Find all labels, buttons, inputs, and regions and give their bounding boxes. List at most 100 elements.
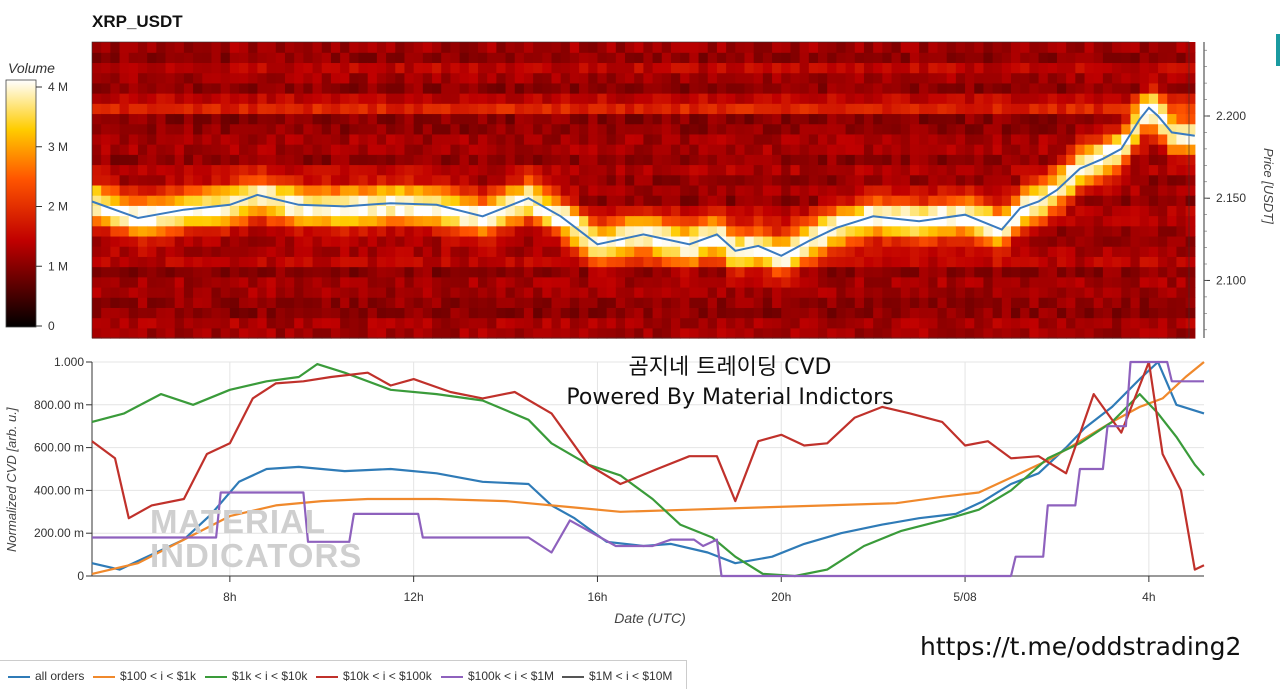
heatmap-cell bbox=[818, 235, 828, 247]
heatmap-cell bbox=[432, 154, 442, 166]
heatmap-cell bbox=[1020, 42, 1030, 53]
heatmap-cell bbox=[863, 317, 874, 329]
heatmap-cell bbox=[1167, 164, 1178, 176]
heatmap-cell bbox=[358, 286, 369, 298]
heatmap-cell bbox=[1176, 113, 1187, 125]
heatmap-cell bbox=[312, 286, 323, 298]
heatmap-cell bbox=[450, 62, 461, 74]
heatmap-cell bbox=[1185, 205, 1196, 217]
heatmap-cell bbox=[542, 103, 553, 115]
heatmap-cell bbox=[790, 154, 801, 166]
heatmap-cell bbox=[101, 72, 111, 84]
heatmap-cell bbox=[119, 52, 130, 64]
heatmap-cell bbox=[716, 266, 727, 278]
legend-item[interactable]: $1k < i < $10k bbox=[205, 669, 307, 683]
heatmap-cell bbox=[689, 42, 700, 53]
heatmap-cell bbox=[974, 42, 985, 53]
heatmap-cell bbox=[670, 103, 681, 115]
heatmap-cell bbox=[496, 195, 507, 206]
heatmap-cell bbox=[1029, 154, 1040, 166]
heatmap-cell bbox=[1148, 93, 1159, 104]
heatmap-cell bbox=[790, 256, 801, 268]
heatmap-cell bbox=[900, 205, 911, 217]
legend-item[interactable]: $100k < i < $1M bbox=[441, 669, 554, 683]
heatmap-cell bbox=[1185, 154, 1196, 166]
heatmap-cell bbox=[477, 164, 488, 176]
heatmap-cell bbox=[680, 317, 690, 329]
heatmap-cell bbox=[349, 103, 360, 115]
heatmap-cell bbox=[606, 286, 617, 298]
heatmap-cell bbox=[239, 52, 249, 64]
heatmap-cell bbox=[542, 164, 553, 176]
legend-item[interactable]: all orders bbox=[8, 669, 84, 683]
heatmap-cell bbox=[965, 235, 975, 247]
heatmap-cell bbox=[827, 317, 837, 329]
heatmap-cell bbox=[1139, 164, 1150, 176]
heatmap-cell bbox=[652, 123, 663, 135]
heatmap-cell bbox=[496, 133, 507, 145]
heatmap-cell bbox=[1093, 256, 1104, 268]
heatmap-cell bbox=[1176, 52, 1187, 64]
heatmap-cell bbox=[330, 42, 341, 53]
heatmap-cell bbox=[284, 144, 295, 155]
heatmap-cell bbox=[523, 276, 534, 288]
heatmap-cell bbox=[321, 286, 332, 298]
heatmap-cell bbox=[992, 246, 1003, 257]
heatmap-cell bbox=[330, 133, 341, 145]
heatmap-cell bbox=[386, 62, 396, 74]
heatmap-cell bbox=[183, 327, 194, 339]
heatmap-cell bbox=[119, 164, 130, 176]
heatmap-cell bbox=[1084, 256, 1095, 268]
legend-item[interactable]: $1M < i < $10M bbox=[562, 669, 672, 683]
heatmap-cell bbox=[946, 307, 957, 319]
colorbar-tick-label: 4 M bbox=[48, 80, 68, 94]
heatmap-cell bbox=[955, 286, 966, 298]
heatmap-cell bbox=[92, 113, 102, 125]
heatmap-cell bbox=[827, 246, 837, 257]
heatmap-cell bbox=[395, 307, 406, 319]
heatmap-cell bbox=[946, 174, 957, 186]
telegram-link[interactable]: https://t.me/oddstrading2 bbox=[920, 632, 1242, 661]
heatmap-cell bbox=[781, 164, 792, 176]
heatmap-cell bbox=[625, 154, 635, 166]
heatmap-cell bbox=[597, 113, 608, 125]
heatmap-cell bbox=[340, 205, 350, 217]
heatmap-cell bbox=[220, 72, 231, 84]
heatmap-cell bbox=[643, 297, 654, 308]
colorbar-ticks: 01 M2 M3 M4 M bbox=[36, 80, 68, 333]
heatmap-cell bbox=[1176, 276, 1187, 288]
legend-item[interactable]: $10k < i < $100k bbox=[316, 669, 432, 683]
heatmap-cell bbox=[569, 164, 580, 176]
heatmap-cell bbox=[772, 307, 782, 319]
heatmap-cell bbox=[689, 276, 700, 288]
heatmap-cell bbox=[514, 133, 525, 145]
heatmap-cell bbox=[726, 195, 736, 206]
legend-item[interactable]: $100 < i < $1k bbox=[93, 669, 196, 683]
heatmap-cell bbox=[946, 93, 957, 104]
heatmap-cell bbox=[1001, 205, 1012, 217]
heatmap-cell bbox=[634, 297, 645, 308]
heatmap-cell bbox=[211, 327, 222, 339]
heatmap-cell bbox=[284, 164, 295, 176]
heatmap-cell bbox=[312, 103, 323, 115]
heatmap-cell bbox=[1148, 42, 1159, 53]
heatmap-cell bbox=[110, 184, 121, 196]
heatmap-cell bbox=[303, 286, 314, 298]
heatmap-cell bbox=[1121, 62, 1132, 74]
heatmap-cell bbox=[413, 317, 424, 329]
heatmap-cell bbox=[909, 327, 920, 339]
heatmap-cell bbox=[597, 164, 608, 176]
heatmap-cell bbox=[836, 93, 847, 104]
heatmap-cell bbox=[413, 297, 424, 308]
heatmap-cell bbox=[891, 42, 902, 53]
heatmap-cell bbox=[330, 174, 341, 186]
heatmap-cell bbox=[974, 52, 985, 64]
heatmap-cell bbox=[496, 72, 507, 84]
heatmap-cell bbox=[312, 266, 323, 278]
heatmap-cell bbox=[211, 123, 222, 135]
heatmap-cell bbox=[652, 174, 663, 186]
heatmap-cell bbox=[477, 297, 488, 308]
heatmap-cell bbox=[1047, 174, 1058, 186]
heatmap-cell bbox=[634, 144, 645, 155]
heatmap-cell bbox=[477, 225, 488, 237]
